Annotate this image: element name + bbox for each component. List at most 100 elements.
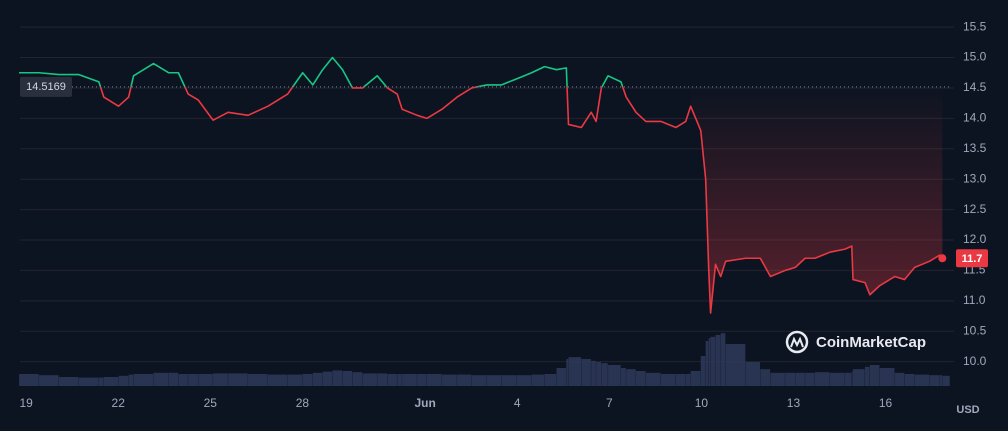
watermark-logo-mark bbox=[790, 336, 804, 348]
volume-bar bbox=[39, 375, 59, 386]
x-tick-label: 7 bbox=[606, 396, 613, 410]
volume-bar bbox=[596, 362, 602, 386]
volume-bar bbox=[442, 374, 457, 386]
volume-bar bbox=[626, 369, 636, 386]
volume-bar bbox=[795, 372, 805, 386]
volume-bar bbox=[556, 368, 567, 386]
volume-bar bbox=[103, 377, 119, 386]
volume-bar bbox=[700, 356, 706, 386]
volume-bar bbox=[601, 363, 608, 386]
x-tick-label: 16 bbox=[879, 396, 893, 410]
volume-bar bbox=[851, 371, 853, 386]
volume-bar bbox=[128, 374, 134, 386]
x-tick-label: Jun bbox=[414, 396, 435, 410]
last-price-label: 11.7 bbox=[962, 253, 983, 265]
x-tick-label: 13 bbox=[787, 396, 801, 410]
volume-bar bbox=[352, 372, 363, 386]
volume-bar bbox=[829, 372, 845, 386]
volume-bar bbox=[417, 374, 427, 386]
volume-bar bbox=[853, 369, 865, 386]
volume-bar bbox=[486, 375, 502, 386]
baseline-label: 14.5169 bbox=[26, 81, 66, 93]
volume-bar bbox=[118, 375, 129, 386]
volume-bar bbox=[864, 366, 870, 386]
volume-bar bbox=[78, 377, 99, 386]
volume-bar bbox=[178, 374, 188, 386]
price-line-down bbox=[99, 86, 943, 314]
volume-bar bbox=[531, 374, 545, 386]
volume-bar bbox=[198, 374, 213, 386]
volume-bar bbox=[457, 374, 472, 386]
volume-bar bbox=[312, 372, 323, 386]
volume-bar bbox=[332, 370, 343, 386]
volume-bar bbox=[188, 374, 199, 386]
y-tick-label: 13.5 bbox=[963, 141, 987, 155]
y-tick-label: 15.5 bbox=[963, 19, 987, 33]
volume-bar bbox=[845, 372, 852, 386]
y-tick-label: 11.0 bbox=[963, 293, 986, 307]
y-tick-label: 14.5 bbox=[963, 80, 987, 94]
volume-bar bbox=[377, 373, 388, 386]
volume-bar bbox=[544, 374, 557, 386]
volume-bar bbox=[387, 374, 397, 386]
x-tick-label: 19 bbox=[19, 396, 33, 410]
x-tick-label: 10 bbox=[695, 396, 709, 410]
volume-bar bbox=[608, 365, 621, 386]
x-tick-label: 28 bbox=[296, 396, 310, 410]
y-tick-label: 13.0 bbox=[963, 171, 987, 185]
volume-bar bbox=[708, 338, 711, 386]
volume-bar bbox=[98, 377, 104, 386]
volume-bar bbox=[904, 374, 915, 386]
volume-bar bbox=[814, 372, 830, 386]
volume-bar bbox=[914, 374, 930, 386]
volume-bar bbox=[516, 375, 532, 386]
volume-bar bbox=[248, 374, 268, 386]
volume-bar bbox=[58, 377, 79, 386]
volume-bar bbox=[879, 368, 895, 386]
currency-label: USD bbox=[956, 404, 979, 416]
y-tick-label: 14.0 bbox=[963, 111, 987, 125]
y-tick-label: 10.0 bbox=[963, 354, 987, 368]
volume-bar bbox=[636, 371, 646, 386]
volume-bar bbox=[939, 375, 943, 386]
volume-bar bbox=[715, 335, 721, 386]
volume-bar bbox=[426, 374, 442, 386]
volume-bar bbox=[581, 359, 591, 386]
volume-bar bbox=[153, 372, 169, 386]
volume-bar bbox=[402, 374, 417, 386]
price-area bbox=[690, 86, 943, 314]
volume-bar bbox=[19, 374, 39, 386]
x-tick-label: 22 bbox=[112, 396, 126, 410]
volume-bar bbox=[213, 373, 228, 386]
volume-bar bbox=[287, 374, 303, 386]
x-tick-label: 25 bbox=[204, 396, 218, 410]
volume-bar bbox=[760, 369, 771, 386]
volume-bar bbox=[591, 360, 596, 386]
baseline-label-box bbox=[20, 76, 72, 97]
y-tick-label: 12.0 bbox=[963, 232, 987, 246]
volume-bar bbox=[942, 375, 950, 386]
volume-bar bbox=[725, 344, 746, 386]
last-price-box bbox=[956, 249, 988, 268]
volume-bar bbox=[745, 362, 761, 386]
volume-bar bbox=[869, 365, 880, 386]
volume-bar bbox=[675, 374, 686, 386]
watermark: CoinMarketCap bbox=[785, 330, 926, 354]
x-tick-label: 4 bbox=[514, 396, 521, 410]
volume-bar bbox=[133, 374, 154, 386]
volume-bar bbox=[710, 336, 716, 386]
volume-bar bbox=[645, 372, 661, 386]
price-line-up bbox=[19, 56, 624, 87]
volume-bar bbox=[302, 374, 313, 386]
y-tick-label: 10.5 bbox=[963, 323, 987, 337]
volume-bar bbox=[720, 333, 726, 386]
watermark-logo bbox=[785, 330, 809, 354]
volume-bar bbox=[660, 374, 676, 386]
volume-bar bbox=[168, 372, 179, 386]
volume-bar bbox=[568, 357, 582, 386]
volume-bar bbox=[705, 341, 709, 386]
y-tick-label: 12.5 bbox=[963, 202, 987, 216]
watermark-text: CoinMarketCap bbox=[816, 334, 926, 351]
